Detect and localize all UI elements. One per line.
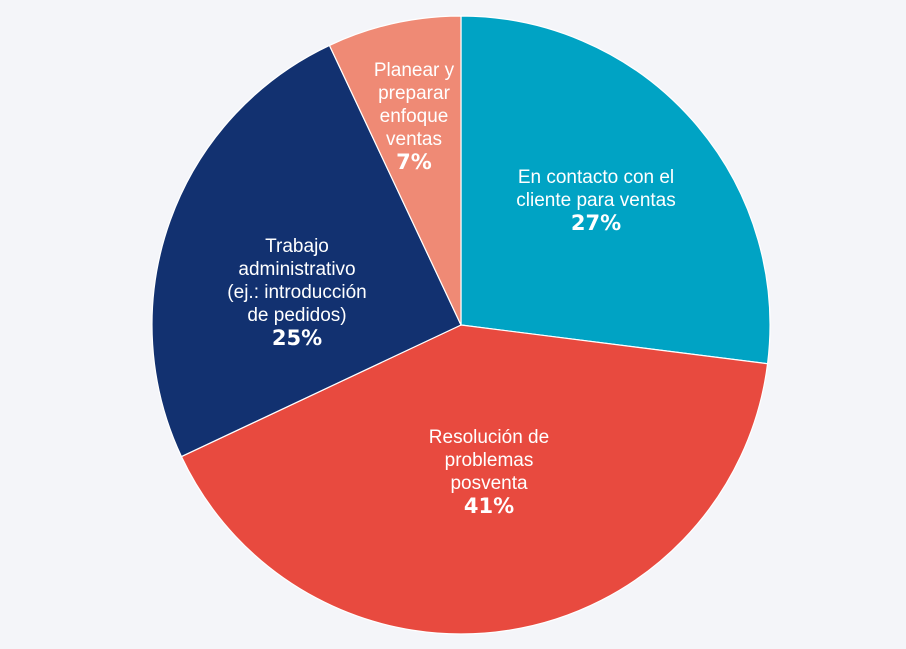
slice-label: En contacto con el [518,167,674,188]
slice-label: ventas [386,129,442,150]
slice-label: enfoque [380,106,449,127]
slice-value-label: 27% [571,211,621,235]
slice-label: problemas [445,450,534,471]
slice-label: Resolución de [429,427,549,448]
pie-slice [328,15,462,326]
pie-slice [180,324,769,635]
slice-label: Planear y [374,60,455,81]
slice-label: Trabajo [265,236,329,257]
slice-label: cliente para ventas [516,190,676,211]
pie-slice [460,15,771,365]
slice-label: preparar [378,83,450,104]
pie-slice [151,44,462,458]
slice-value-label: 25% [272,326,322,350]
slice-value-label: 7% [396,150,432,174]
slice-label: (ej.: introducción [227,282,366,303]
slice-label: administrativo [238,259,355,280]
slice-value-label: 41% [464,494,514,518]
slice-label: de pedidos) [247,305,346,326]
slice-label: posventa [450,473,528,494]
